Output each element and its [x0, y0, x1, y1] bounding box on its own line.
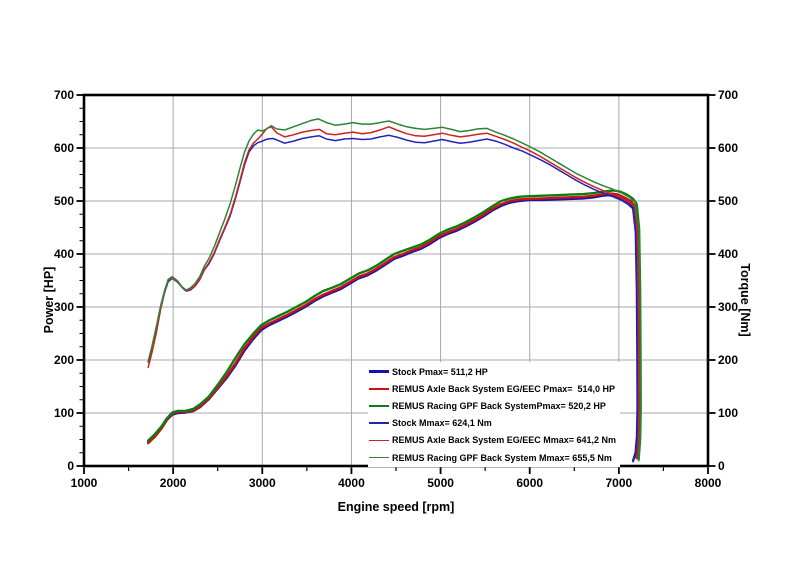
curve-torque-remus-racing-gpf — [147, 118, 642, 462]
x-tick-label: 5000 — [427, 476, 454, 490]
y-right-tick-label: 700 — [718, 88, 738, 102]
y-axis-title-right: Torque [Nm] — [738, 263, 752, 336]
legend-line-sample — [369, 456, 389, 459]
y-left-tick-label: 500 — [54, 194, 74, 208]
x-tick-label: 8000 — [695, 476, 722, 490]
y-right-tick-label: 400 — [718, 247, 738, 261]
x-tick-label: 4000 — [338, 476, 365, 490]
legend-label: Stock Pmax= 511,2 HP — [392, 366, 488, 377]
y-left-tick-label: 700 — [54, 88, 74, 102]
legend-label: Stock Mmax= 624,1 Nm — [392, 418, 492, 429]
legend-label: REMUS Racing GPF Back System Mmax= 655,5… — [392, 452, 612, 463]
legend-line-sample — [369, 439, 389, 442]
curve-power-remus-racing-gpf — [146, 189, 642, 461]
x-tick-label: 6000 — [516, 476, 543, 490]
y-left-tick-label: 100 — [54, 406, 74, 420]
y-right-tick-label: 100 — [718, 406, 738, 420]
y-axis-title-left: Power [HP] — [42, 267, 56, 334]
legend-item-torque-remus-racing-gpf: REMUS Racing GPF Back System Mmax= 655,5… — [369, 449, 616, 466]
y-left-tick-label: 400 — [54, 247, 74, 261]
x-tick-label: 1000 — [71, 476, 98, 490]
x-axis-title: Engine speed [rpm] — [338, 500, 455, 514]
y-right-tick-label: 200 — [718, 353, 738, 367]
legend-label: REMUS Racing GPF Back SystemPmax= 520,2 … — [392, 400, 606, 411]
legend-item-torque-remus-axle-back: REMUS Axle Back System EG/EEC Mmax= 641,… — [369, 432, 616, 449]
y-right-tick-label: 0 — [718, 459, 725, 473]
legend-item-power-stock: Stock Pmax= 511,2 HP — [369, 363, 616, 380]
x-tick-label: 7000 — [606, 476, 633, 490]
legend-item-power-remus-axle-back: REMUS Axle Back System EG/EEC Pmax= 514,… — [369, 380, 616, 397]
series-layer — [146, 118, 642, 463]
y-right-tick-label: 500 — [718, 194, 738, 208]
legend: Stock Pmax= 511,2 HP REMUS Axle Back Syst… — [368, 362, 621, 468]
legend-label: REMUS Axle Back System EG/EEC Mmax= 641,… — [392, 435, 617, 446]
tick-label-layer: 1000 2000 3000 4000 5000 6000 7000 8000 0 0 100 100… — [54, 88, 738, 490]
legend-line-sample — [369, 422, 389, 424]
y-left-tick-label: 0 — [67, 459, 74, 473]
y-right-tick-label: 600 — [718, 141, 738, 155]
curve-torque-remus-axle-back — [147, 126, 640, 460]
legend-item-power-remus-racing-gpf: REMUS Racing GPF Back SystemPmax= 520,2 … — [369, 397, 616, 414]
y-left-tick-label: 600 — [54, 141, 74, 155]
legend-label: REMUS Axle Back System EG/EEC Pmax= 514,… — [392, 383, 616, 394]
legend-line-sample — [369, 404, 389, 408]
x-tick-label: 3000 — [249, 476, 276, 490]
legend-line-sample — [369, 370, 389, 373]
y-left-tick-label: 300 — [54, 300, 74, 314]
y-right-tick-label: 300 — [718, 300, 738, 314]
x-tick-label: 2000 — [160, 476, 187, 490]
y-left-tick-label: 200 — [54, 353, 74, 367]
legend-line-sample — [369, 387, 389, 390]
legend-item-torque-stock: Stock Mmax= 624,1 Nm — [369, 415, 616, 432]
